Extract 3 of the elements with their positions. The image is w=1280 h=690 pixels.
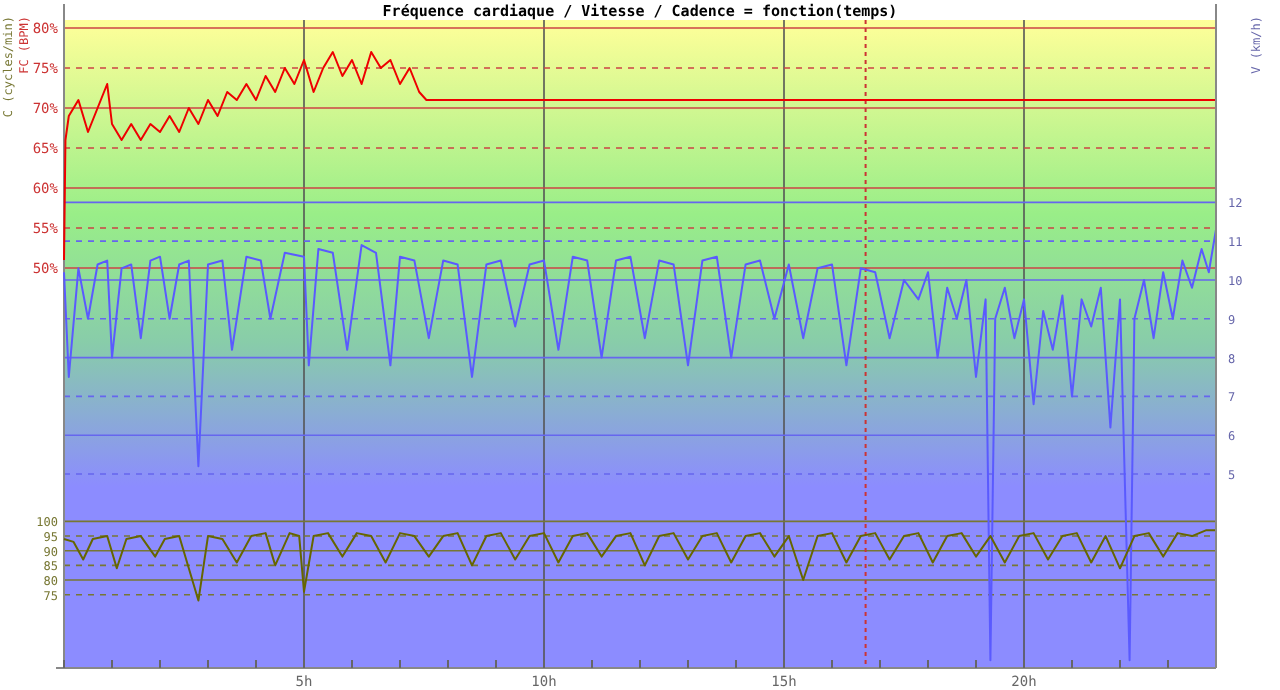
line-series: [63, 51, 1217, 261]
line-series: [63, 529, 1217, 602]
line-series: [63, 228, 1217, 662]
